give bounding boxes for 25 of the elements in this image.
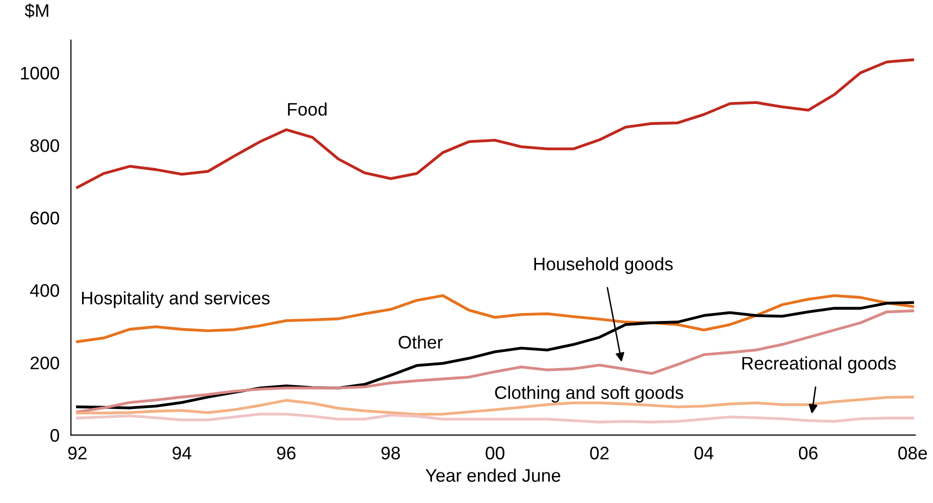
- x-tick-label: 08e: [898, 446, 927, 460]
- x-tick-label: 92: [68, 446, 87, 460]
- y-tick-label: 600: [30, 212, 60, 224]
- x-tick-label: 96: [277, 446, 296, 460]
- series-label: Hospitality and services: [82, 291, 270, 308]
- y-tick-label: 800: [30, 139, 60, 152]
- series-label: Clothing and soft goods: [495, 386, 684, 403]
- series-label: Food: [288, 102, 327, 116]
- line-series: [76, 58, 914, 189]
- x-tick-label: 98: [381, 446, 400, 460]
- x-tick-label: 94: [172, 446, 192, 460]
- y-tick-label: 400: [30, 284, 60, 297]
- y-axis-title: $M: [24, 3, 48, 18]
- x-axis-title: Year ended June: [426, 468, 560, 482]
- y-tick-label: 1000: [21, 66, 60, 80]
- series-label: Other: [398, 335, 443, 349]
- text: Household goods: [534, 257, 673, 274]
- x-tick-label: 02: [590, 446, 609, 460]
- y-tick-label: 200: [30, 356, 60, 370]
- x-tick-label: 04: [694, 446, 714, 460]
- line-series: [76, 412, 914, 424]
- x-tick-label: 00: [486, 446, 504, 460]
- x-tick-label: 06: [798, 446, 818, 460]
- y-tick-label: 0: [50, 429, 60, 442]
- text: Recreational goods: [742, 356, 896, 374]
